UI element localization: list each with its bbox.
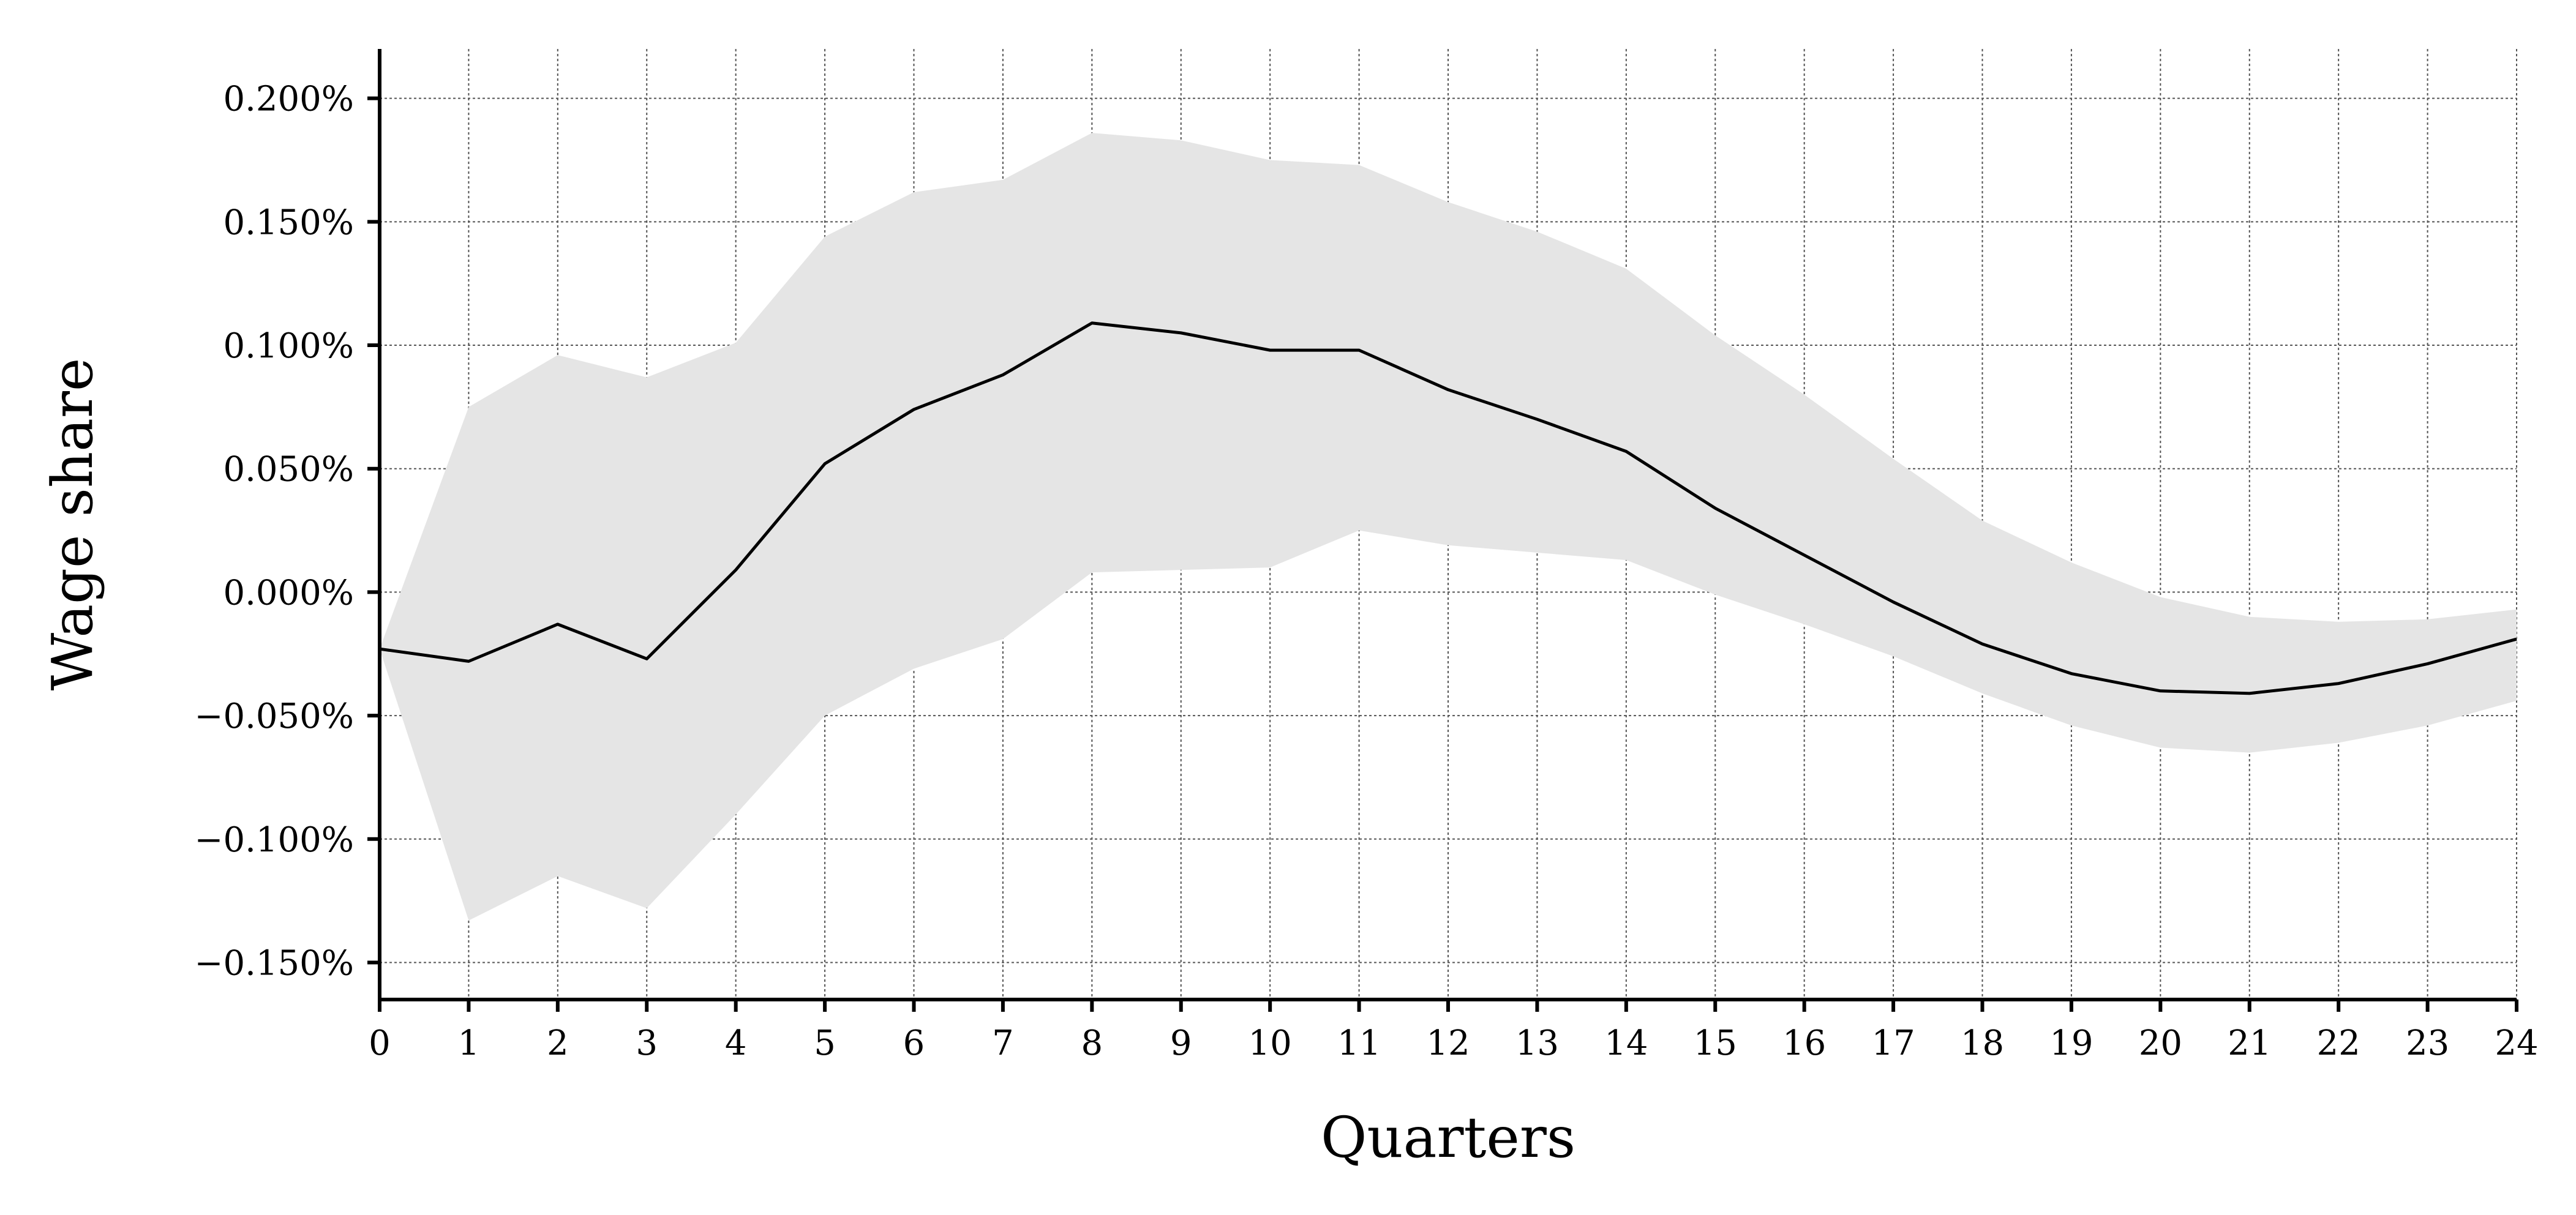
series-line <box>379 321 2517 695</box>
x-tick-label-16: 16 <box>1782 1023 1826 1063</box>
x-tick-label-10: 10 <box>1249 1023 1292 1063</box>
y-tick-label-2: 0.100% <box>223 326 354 366</box>
x-tick-label-22: 22 <box>2317 1023 2360 1063</box>
x-tick-label-9: 9 <box>1170 1023 1192 1063</box>
y-tick-label-1: 0.150% <box>223 203 354 242</box>
x-tick-label-21: 21 <box>2228 1023 2271 1063</box>
y-ticks: 0.200% 0.150% 0.100% 0.050% 0.000% −0.050% −0.… <box>195 80 380 983</box>
x-tick-label-18: 18 <box>1961 1023 2004 1063</box>
x-tick-label-6: 6 <box>903 1023 925 1063</box>
x-tick-label-2: 2 <box>547 1023 569 1063</box>
x-tick-label-14: 14 <box>1604 1023 1648 1063</box>
x-tick-label-15: 15 <box>1694 1023 1737 1063</box>
x-axis-title: Quarters <box>1321 1105 1575 1170</box>
x-tick-label-11: 11 <box>1337 1023 1381 1063</box>
confidence-band <box>380 133 2517 921</box>
x-tick-label-19: 19 <box>2049 1023 2093 1063</box>
x-tick-label-1: 1 <box>458 1023 480 1063</box>
x-tick-label-4: 4 <box>725 1023 747 1063</box>
y-tick-label-4: 0.000% <box>223 573 354 613</box>
x-tick-label-3: 3 <box>636 1023 658 1063</box>
x-tick-label-12: 12 <box>1426 1023 1470 1063</box>
x-tick-label-23: 23 <box>2406 1023 2449 1063</box>
x-tick-label-24: 24 <box>2495 1023 2538 1063</box>
x-tick-label-7: 7 <box>992 1023 1014 1063</box>
x-tick-label-5: 5 <box>814 1023 836 1063</box>
x-tick-label-13: 13 <box>1515 1023 1559 1063</box>
y-tick-label-7: −0.150% <box>195 943 354 983</box>
y-tick-label-5: −0.050% <box>195 697 354 736</box>
x-tick-label-20: 20 <box>2139 1023 2182 1063</box>
x-tick-label-0: 0 <box>369 1023 391 1063</box>
x-tick-label-17: 17 <box>1871 1023 1915 1063</box>
x-ticks: 0 1 2 3 4 5 6 7 8 9 10 11 12 13 14 15 16 17 18 19 20 21 22 23 24 <box>369 1000 2539 1063</box>
y-tick-label-6: −0.100% <box>195 820 354 860</box>
y-tick-label-0: 0.200% <box>223 80 354 119</box>
x-tick-label-8: 8 <box>1081 1023 1103 1063</box>
y-axis-title: Wage share <box>40 358 105 691</box>
y-tick-label-3: 0.050% <box>223 450 354 490</box>
